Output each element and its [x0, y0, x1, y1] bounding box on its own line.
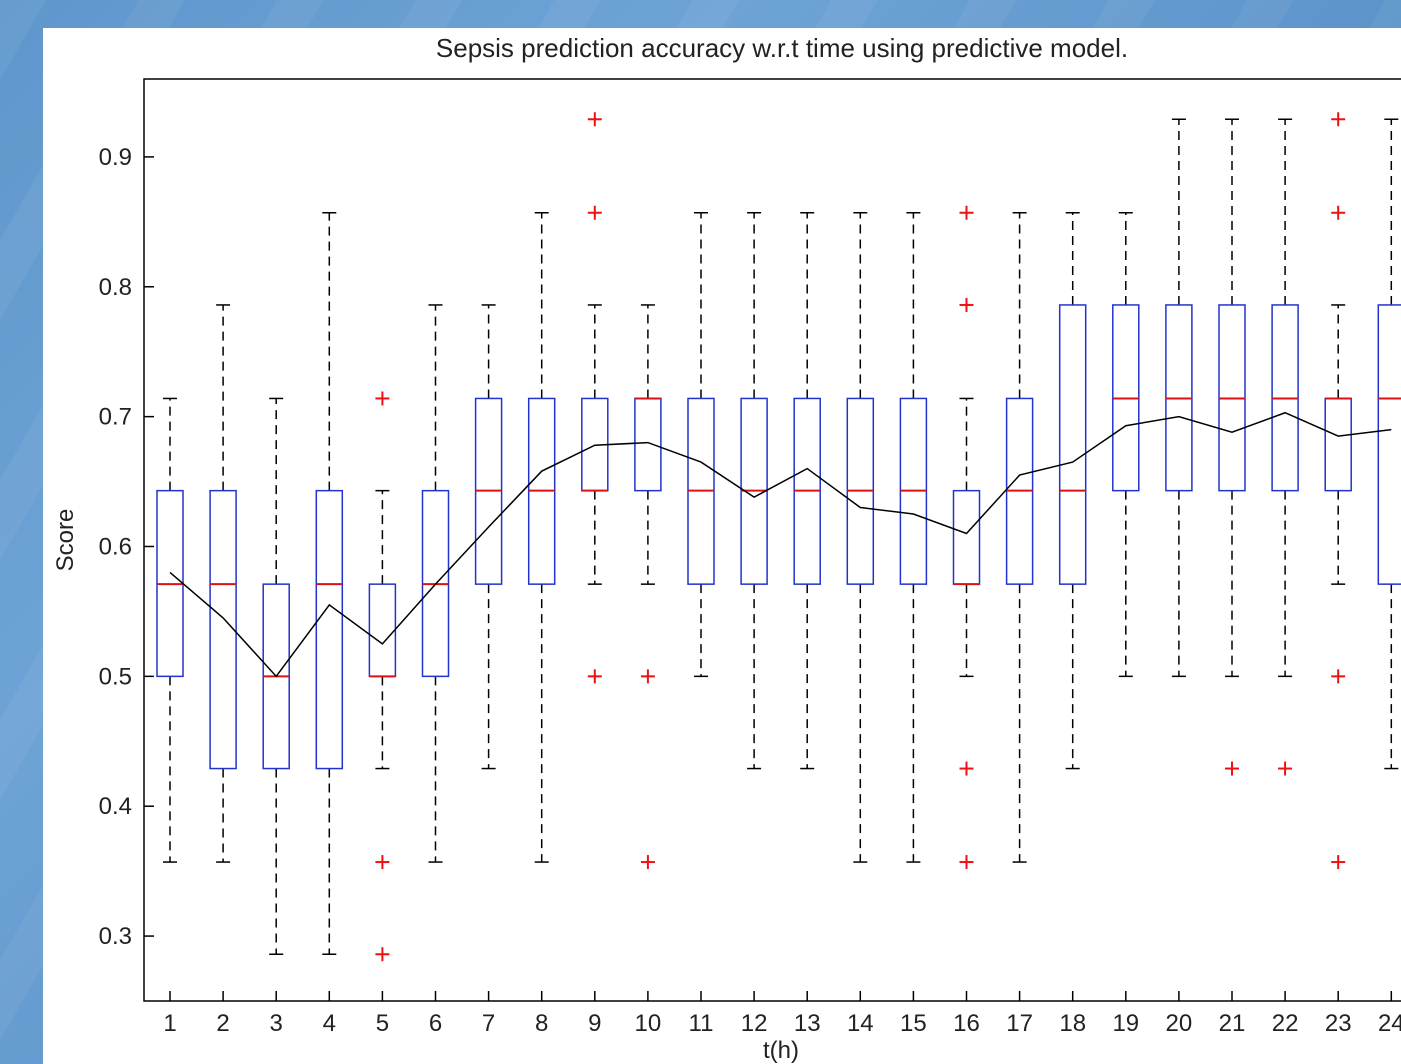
box-group-4	[315, 212, 344, 956]
x-tick-label: 23	[1325, 1010, 1352, 1037]
x-tick-label: 21	[1219, 1010, 1246, 1037]
x-axis: 1 2 3 4 5 6 7 8 9 10 11 12 13 14 15 16 17 18 19 20 21 22 23 24	[163, 991, 1401, 1037]
outlier-point	[640, 669, 655, 684]
x-tick-label: 1	[163, 1010, 176, 1037]
outlier-point	[587, 112, 602, 127]
x-tick-label: 6	[429, 1010, 442, 1037]
box-group-13	[793, 212, 821, 770]
y-tick-label: 0.8	[99, 274, 132, 301]
mean-line-layer	[169, 411, 1392, 678]
box-group-2	[209, 304, 237, 863]
outlier-point	[1225, 761, 1239, 776]
iqr-box	[634, 397, 662, 492]
box-group-24	[1377, 118, 1401, 770]
outlier-point	[1278, 761, 1293, 776]
box-group-11	[687, 212, 715, 678]
outlier-point	[587, 205, 602, 220]
outlier-point	[959, 855, 974, 870]
x-tick-label: 16	[953, 1010, 980, 1037]
box-group-5	[368, 391, 397, 962]
y-axis-label: Score	[52, 509, 79, 572]
x-tick-label: 10	[635, 1010, 662, 1037]
box-group-10	[634, 304, 662, 870]
x-tick-label: 18	[1059, 1010, 1086, 1037]
mean-line	[169, 411, 1392, 678]
iqr-box	[368, 583, 397, 678]
outlier-point	[959, 297, 974, 312]
iqr-box	[1058, 304, 1087, 585]
x-tick-label: 4	[323, 1010, 336, 1037]
outlier-point	[1331, 855, 1346, 870]
x-tick-label: 17	[1006, 1010, 1033, 1037]
x-tick-label: 11	[689, 1010, 714, 1037]
box-group-18	[1058, 212, 1087, 770]
iqr-box	[1377, 304, 1401, 585]
y-tick-label: 0.5	[99, 663, 132, 690]
y-axis: 0.3 0.4 0.5 0.6 0.7 0.8 0.9	[99, 144, 154, 950]
y-tick-label: 0.4	[99, 793, 132, 820]
x-tick-label: 2	[216, 1010, 229, 1037]
y-tick-label: 0.3	[99, 923, 132, 950]
box-series	[156, 112, 1401, 962]
box-group-8	[527, 212, 556, 863]
iqr-box	[315, 489, 344, 770]
x-tick-label: 3	[270, 1010, 283, 1037]
y-tick-label: 0.7	[99, 404, 132, 431]
chart-title: Sepsis prediction accuracy w.r.t time us…	[436, 33, 1128, 63]
x-tick-label: 22	[1272, 1010, 1299, 1037]
box-group-15	[899, 212, 928, 863]
x-tick-label: 14	[847, 1010, 874, 1037]
iqr-box	[209, 489, 237, 770]
x-axis-label: t(h)	[763, 1037, 799, 1064]
x-tick-label: 5	[376, 1010, 389, 1037]
x-tick-label: 15	[900, 1010, 927, 1037]
iqr-box	[1324, 397, 1352, 492]
box-group-1	[156, 397, 184, 863]
outlier-point	[959, 205, 974, 220]
box-group-23	[1324, 112, 1352, 870]
x-tick-label: 12	[741, 1010, 768, 1037]
figure-panel: Sepsis prediction accuracy w.r.t time us…	[43, 28, 1401, 1064]
plot-area-frame	[143, 78, 1401, 1002]
box-group-9	[581, 112, 609, 684]
box-group-20	[1165, 118, 1193, 678]
outlier-point	[587, 669, 602, 684]
box-group-19	[1112, 212, 1140, 678]
box-group-14	[846, 212, 875, 863]
x-tick-label: 19	[1112, 1010, 1139, 1037]
boxplot-chart: Sepsis prediction accuracy w.r.t time us…	[52, 33, 1401, 1064]
y-tick-label: 0.6	[99, 533, 132, 560]
outlier-point	[1331, 205, 1346, 220]
box-group-21	[1218, 118, 1246, 776]
outlier-point	[375, 947, 390, 962]
x-tick-label: 20	[1166, 1010, 1193, 1037]
outlier-point	[375, 855, 390, 870]
box-group-17	[1005, 212, 1034, 863]
box-group-22	[1271, 118, 1299, 776]
y-tick-label: 0.9	[99, 144, 132, 171]
x-tick-label: 9	[588, 1010, 601, 1037]
x-tick-label: 13	[794, 1010, 821, 1037]
outlier-point	[1331, 112, 1346, 127]
x-tick-label: 24	[1378, 1010, 1401, 1037]
outlier-point	[375, 391, 390, 406]
outlier-point	[959, 761, 974, 776]
iqr-box	[952, 489, 981, 585]
box-group-16	[952, 205, 981, 870]
box-group-7	[474, 304, 503, 770]
x-tick-label: 7	[482, 1010, 495, 1037]
outlier-point	[640, 855, 655, 870]
x-tick-label: 8	[535, 1010, 548, 1037]
outlier-point	[1331, 669, 1346, 684]
